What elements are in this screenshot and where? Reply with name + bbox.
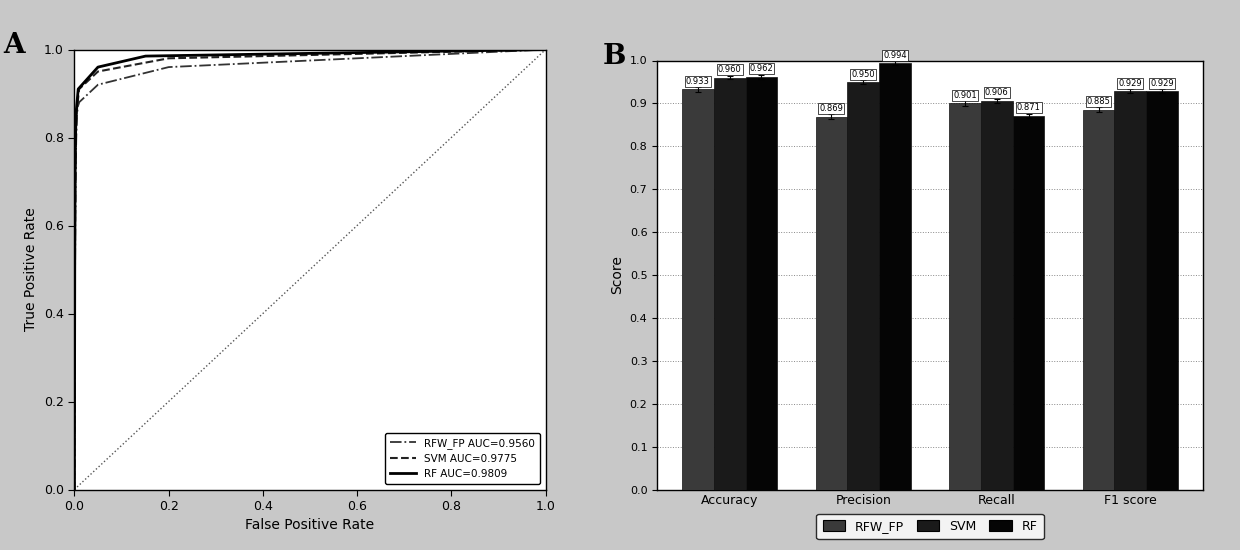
Text: 0.906: 0.906: [985, 89, 1008, 97]
Bar: [816, 117, 847, 490]
Legend: RFW_FP AUC=0.9560, SVM AUC=0.9775, RF AUC=0.9809: RFW_FP AUC=0.9560, SVM AUC=0.9775, RF AU…: [384, 432, 541, 485]
Legend: RFW_FP, SVM, RF: RFW_FP, SVM, RF: [816, 514, 1044, 539]
Text: 0.869: 0.869: [820, 104, 843, 113]
Text: 0.929: 0.929: [1151, 79, 1174, 87]
Text: 0.901: 0.901: [954, 91, 977, 100]
Bar: [682, 89, 714, 490]
Text: 0.933: 0.933: [686, 77, 709, 86]
Text: 0.871: 0.871: [1017, 103, 1040, 112]
Bar: [847, 82, 879, 490]
Bar: [981, 101, 1013, 490]
Bar: [949, 103, 981, 490]
Text: 0.962: 0.962: [750, 64, 774, 73]
Bar: [1115, 91, 1146, 490]
Text: 0.960: 0.960: [718, 65, 742, 74]
Bar: [714, 78, 745, 490]
Text: B: B: [603, 43, 626, 70]
Y-axis label: True Positive Rate: True Positive Rate: [25, 207, 38, 331]
Text: 0.994: 0.994: [883, 51, 906, 59]
Bar: [879, 63, 911, 490]
Bar: [1083, 110, 1115, 489]
X-axis label: False Positive Rate: False Positive Rate: [246, 519, 374, 532]
Bar: [1146, 91, 1178, 490]
Bar: [1013, 116, 1044, 490]
Y-axis label: Score: Score: [610, 256, 624, 294]
Bar: [745, 77, 777, 490]
Text: 0.929: 0.929: [1118, 79, 1142, 87]
Text: 0.885: 0.885: [1086, 97, 1111, 106]
Text: A: A: [4, 32, 25, 59]
Text: 0.950: 0.950: [852, 69, 875, 79]
